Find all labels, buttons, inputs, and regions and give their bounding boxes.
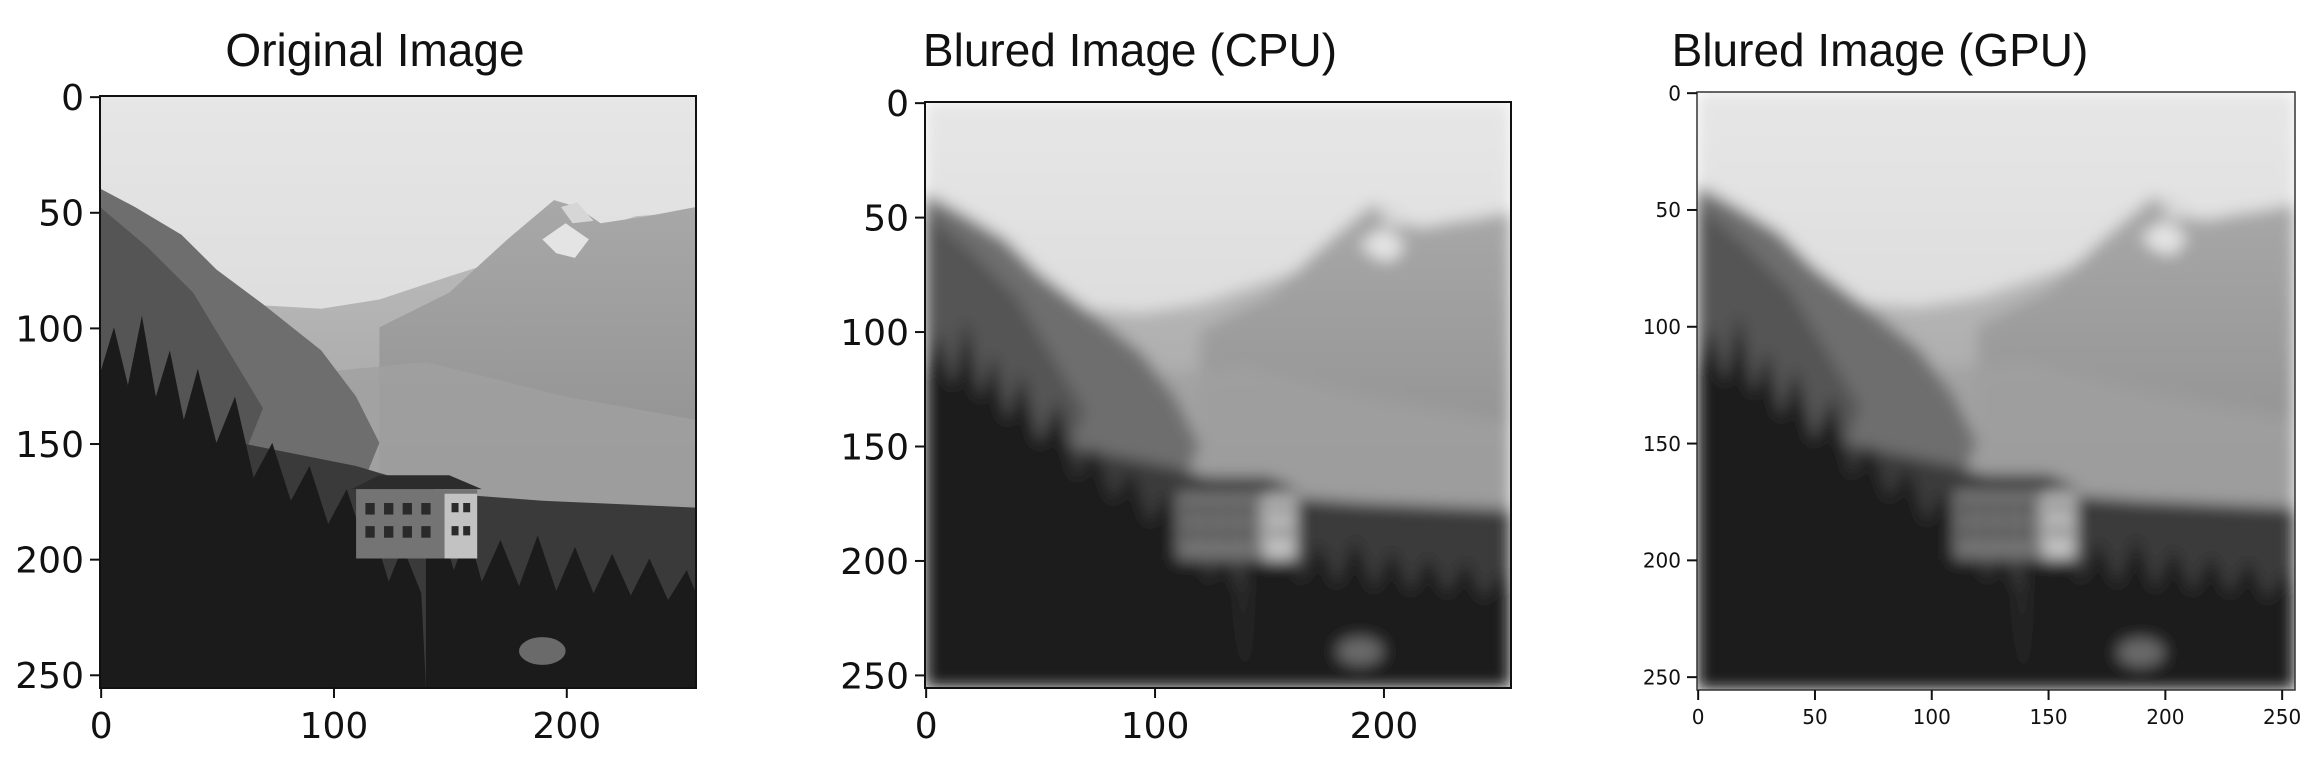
panel-title: Blured Image (CPU) <box>923 24 1337 76</box>
y-tick-label: 0 <box>886 84 909 125</box>
original-image-figure: Original Image 0 50 100 150 200 250 0 100 200 <box>15 24 697 747</box>
x-tick-label: 150 <box>2029 705 2067 729</box>
panel-title: Blured Image (GPU) <box>1672 24 2089 76</box>
x-tick-label: 200 <box>532 706 601 747</box>
x-axis: 0 100 200 <box>915 688 1419 747</box>
axes-frame <box>924 101 1512 689</box>
image-area <box>1696 91 2296 691</box>
y-axis: 0 50 100 150 200 250 <box>840 84 925 697</box>
y-axis: 0 50 100 150 200 250 <box>15 78 100 697</box>
y-tick-label: 200 <box>840 542 909 583</box>
panel-blurred-cpu: Blured Image (CPU) 0 50 100 150 200 250 0 100 2… <box>760 0 1540 763</box>
y-tick-label: 50 <box>38 194 84 235</box>
x-tick-label: 100 <box>1913 705 1951 729</box>
y-tick-label: 50 <box>863 199 909 240</box>
y-tick-label: 150 <box>840 427 909 468</box>
x-tick-label: 0 <box>1692 705 1705 729</box>
y-tick-label: 250 <box>840 656 909 697</box>
y-axis: 0 50 100 150 200 250 <box>1643 81 1697 689</box>
image-area <box>924 101 1512 689</box>
x-axis: 0 100 200 <box>90 688 601 747</box>
landscape-photo <box>100 96 696 688</box>
x-tick-label: 0 <box>90 706 113 747</box>
axes-frame <box>1696 91 2296 691</box>
y-tick-label: 200 <box>15 541 84 582</box>
x-tick-label: 50 <box>1802 705 1827 729</box>
y-tick-label: 100 <box>1643 315 1681 339</box>
y-tick-label: 100 <box>840 313 909 354</box>
y-tick-label: 50 <box>1656 198 1681 222</box>
y-tick-label: 250 <box>1643 665 1681 689</box>
gpu-blurred-figure: Blured Image (GPU) 0 50 100 150 200 250 0 50 10… <box>1643 24 2301 729</box>
x-axis: 0 50 100 150 200 250 <box>1692 690 2301 729</box>
y-tick-label: 250 <box>15 656 84 697</box>
y-tick-label: 200 <box>1643 549 1681 573</box>
landscape-photo-blurred <box>925 102 1511 688</box>
y-tick-label: 0 <box>1668 81 1681 105</box>
landscape-photo-blurred <box>1697 92 2295 690</box>
x-tick-label: 200 <box>1350 706 1419 747</box>
x-tick-label: 100 <box>1121 706 1190 747</box>
y-tick-label: 150 <box>1643 432 1681 456</box>
panel-original: Original Image 0 50 100 150 200 250 0 100 200 <box>0 0 760 763</box>
y-tick-label: 100 <box>15 309 84 350</box>
image-area <box>99 95 697 689</box>
x-tick-label: 0 <box>915 706 938 747</box>
y-tick-label: 150 <box>15 425 84 466</box>
panel-title: Original Image <box>225 24 524 76</box>
cpu-blurred-figure: Blured Image (CPU) 0 50 100 150 200 250 0 100 2… <box>840 24 1512 747</box>
x-tick-label: 200 <box>2146 705 2184 729</box>
x-tick-label: 100 <box>300 706 369 747</box>
panel-blurred-gpu: Blured Image (GPU) 0 50 100 150 200 250 0 50 10… <box>1540 0 2315 763</box>
x-tick-label: 250 <box>2263 705 2301 729</box>
y-tick-label: 0 <box>61 78 84 119</box>
axes-frame <box>99 95 697 689</box>
